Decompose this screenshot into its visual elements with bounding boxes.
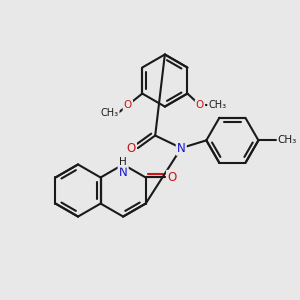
Text: O: O: [167, 171, 176, 184]
Text: CH₃: CH₃: [100, 108, 118, 118]
Text: H: H: [119, 157, 127, 166]
Text: N: N: [119, 166, 128, 179]
Text: O: O: [127, 142, 136, 154]
Text: N: N: [177, 142, 186, 154]
Text: O: O: [124, 100, 132, 110]
Text: O: O: [196, 100, 204, 110]
Text: CH₃: CH₃: [278, 135, 297, 146]
Text: CH₃: CH₃: [208, 100, 226, 110]
